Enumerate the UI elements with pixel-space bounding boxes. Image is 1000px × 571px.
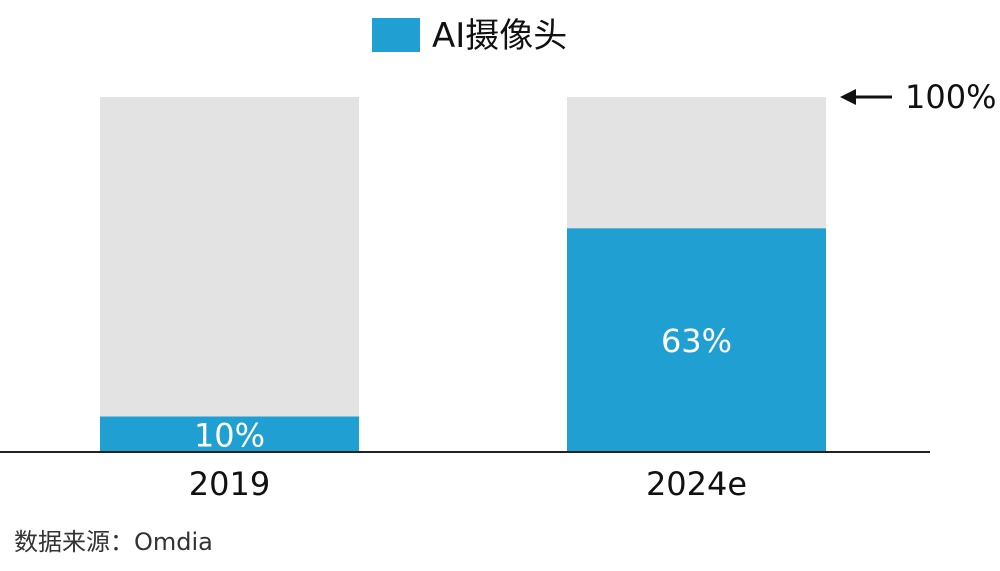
x-tick-label-2019: 2019 — [189, 465, 270, 503]
total-annotation: 100% — [840, 78, 996, 116]
total-arrow-head-icon — [840, 89, 856, 105]
legend-swatch — [372, 18, 420, 52]
legend: AI摄像头 — [372, 16, 567, 56]
bar-ai-camera-2024e — [567, 228, 826, 452]
bar-total-2019 — [100, 97, 359, 452]
bar-value-label-2024e: 63% — [661, 322, 732, 360]
source-note: 数据来源：Omdia — [14, 528, 213, 556]
total-label: 100% — [905, 78, 996, 116]
legend-label: AI摄像头 — [432, 16, 567, 56]
x-tick-label-2024e: 2024e — [646, 465, 747, 503]
bar-value-label-2019: 10% — [194, 416, 265, 454]
bars: 10% 63% — [100, 97, 826, 454]
x-tick-labels: 2019 2024e — [189, 465, 747, 503]
bar-ai-camera-2019 — [100, 416, 359, 452]
